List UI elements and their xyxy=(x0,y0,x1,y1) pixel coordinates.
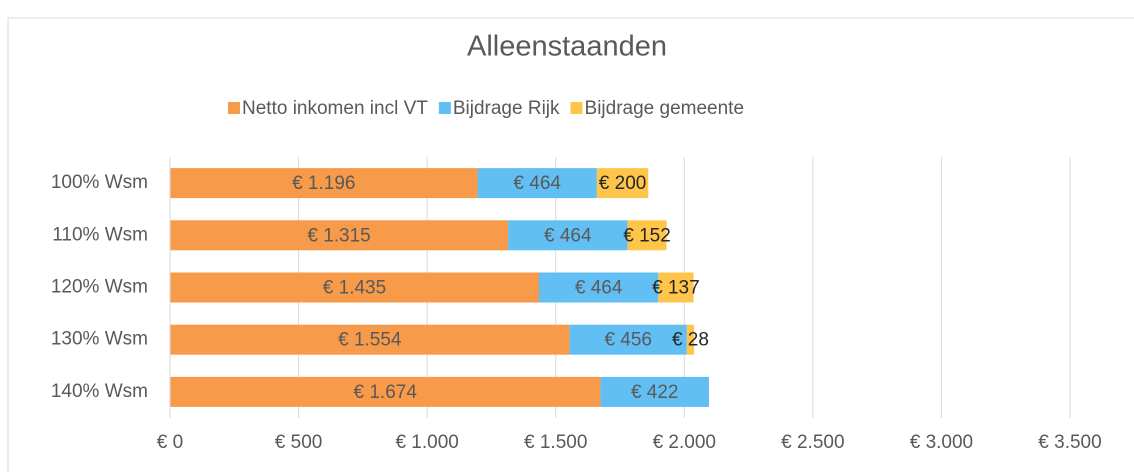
bar xyxy=(508,220,628,251)
chart-title: Alleenstaanden xyxy=(467,31,667,63)
y-tick-label: 110% Wsm xyxy=(52,224,148,245)
x-tick-label: € 2.500 xyxy=(781,432,844,453)
y-tick-label: 100% Wsm xyxy=(51,172,148,193)
bar xyxy=(600,376,709,407)
data-label: € 456 xyxy=(604,330,652,351)
bar xyxy=(170,272,539,303)
x-tick-label: € 3.500 xyxy=(1038,432,1101,453)
data-label: € 464 xyxy=(544,225,592,246)
data-label: € 28 xyxy=(672,330,709,351)
bar xyxy=(170,220,509,251)
data-label: € 464 xyxy=(513,173,561,194)
legend-swatch xyxy=(228,102,240,114)
data-label: € 422 xyxy=(631,382,679,403)
y-tick-label: 130% Wsm xyxy=(51,329,148,350)
legend-swatch xyxy=(570,102,583,114)
x-tick-label: € 1.000 xyxy=(395,432,458,453)
bar xyxy=(658,272,694,303)
bar xyxy=(686,324,695,355)
data-label: € 1.315 xyxy=(307,225,370,246)
data-label: € 1.196 xyxy=(292,173,355,194)
bar xyxy=(170,376,601,407)
bar xyxy=(539,272,659,303)
x-tick-label: € 2.000 xyxy=(653,432,716,453)
x-tick-label: € 3.000 xyxy=(910,432,973,453)
data-label: € 1.554 xyxy=(338,330,402,351)
legend-label: Bijdrage Rijk xyxy=(453,98,560,119)
data-label: € 464 xyxy=(575,278,623,299)
data-label: € 152 xyxy=(623,225,671,246)
data-label: € 1.674 xyxy=(354,382,418,403)
legend-label: Bijdrage gemeente xyxy=(585,98,745,119)
data-label: € 1.435 xyxy=(323,278,386,299)
legend-swatch xyxy=(438,102,451,114)
data-label: € 137 xyxy=(652,278,700,299)
bar xyxy=(596,168,649,199)
x-tick-label: € 1.500 xyxy=(524,432,587,453)
bar xyxy=(477,168,597,199)
x-tick-label: € 0 xyxy=(157,432,183,453)
y-tick-label: 140% Wsm xyxy=(51,381,148,402)
bar xyxy=(569,324,687,355)
legend-label: Netto inkomen incl VT xyxy=(242,98,428,119)
bar xyxy=(170,324,570,355)
y-tick-label: 120% Wsm xyxy=(51,277,148,298)
x-tick-label: € 500 xyxy=(275,432,323,453)
bar xyxy=(627,220,667,251)
data-label: € 200 xyxy=(599,173,647,194)
bar xyxy=(170,168,478,199)
